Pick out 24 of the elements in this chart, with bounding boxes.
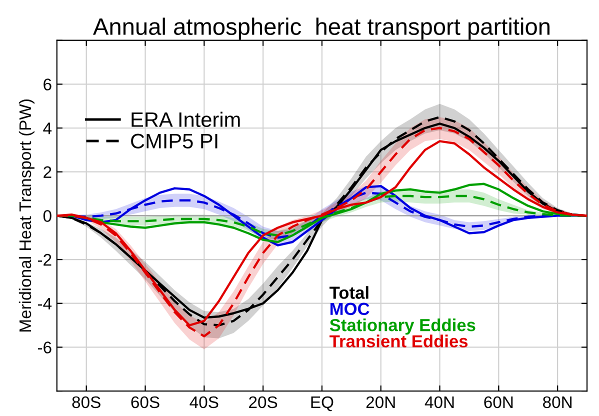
- x-tick-label: 40S: [190, 396, 218, 408]
- x-tick-label: 20N: [366, 396, 395, 408]
- y-tick-label: 4: [43, 122, 52, 134]
- text: Stationary Eddies: [330, 318, 476, 335]
- x-tick-label: 20S: [249, 396, 278, 408]
- chart-title: Annual atmospheric heat transport partition: [93, 18, 550, 40]
- y-tick-label: -4: [38, 298, 52, 310]
- annotation: ERA Interim: [132, 112, 240, 128]
- text: MOC: [330, 302, 370, 316]
- y-axis-title: Meridional Heat Transport (PW): [18, 100, 34, 332]
- y-tick-label: -6: [38, 342, 52, 354]
- text: Total: [330, 286, 368, 299]
- y-tick-label: -2: [38, 254, 52, 266]
- text: Transient Eddies: [330, 334, 468, 348]
- x-tick-label: 60N: [484, 396, 513, 408]
- x-tick-label: EQ: [311, 396, 334, 412]
- x-tick-label: 80S: [72, 396, 100, 408]
- x-tick-label: 60S: [131, 396, 160, 408]
- x-tick-label: 40N: [424, 396, 454, 408]
- x-tick-label: 80N: [543, 396, 572, 408]
- y-tick-label: 2: [44, 166, 52, 178]
- annotation: CMIP5 PI: [131, 134, 218, 149]
- y-tick-label: 0: [43, 210, 52, 222]
- y-tick-label: 6: [44, 78, 52, 90]
